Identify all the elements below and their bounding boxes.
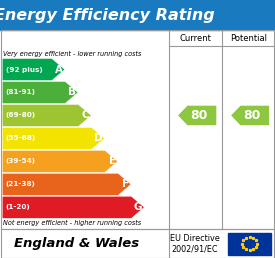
- Text: C: C: [81, 110, 89, 120]
- Text: (21-38): (21-38): [6, 181, 35, 187]
- Polygon shape: [2, 150, 118, 172]
- Text: (69-80): (69-80): [6, 112, 36, 118]
- Text: 80: 80: [243, 109, 261, 122]
- Text: England & Wales: England & Wales: [15, 237, 139, 250]
- Polygon shape: [178, 106, 216, 125]
- Bar: [0, 0, 275, 30]
- Text: (39-54): (39-54): [6, 158, 35, 164]
- Polygon shape: [2, 196, 144, 218]
- Bar: [1, 229, 274, 258]
- Text: Not energy efficient - higher running costs: Not energy efficient - higher running co…: [3, 220, 141, 227]
- Polygon shape: [2, 104, 91, 127]
- Polygon shape: [2, 59, 65, 80]
- Polygon shape: [2, 127, 104, 150]
- Text: D: D: [94, 133, 102, 143]
- Text: 2002/91/EC: 2002/91/EC: [171, 245, 218, 254]
- Text: EU Directive: EU Directive: [170, 234, 219, 243]
- Text: A: A: [55, 64, 63, 75]
- Text: G: G: [134, 202, 142, 212]
- Text: Current: Current: [180, 34, 211, 43]
- Text: (55-68): (55-68): [6, 135, 36, 141]
- Text: Energy Efficiency Rating: Energy Efficiency Rating: [0, 8, 215, 23]
- Text: Potential: Potential: [230, 34, 267, 43]
- Text: (1-20): (1-20): [6, 204, 30, 210]
- Text: F: F: [122, 179, 129, 189]
- Polygon shape: [2, 173, 131, 196]
- Polygon shape: [231, 106, 269, 125]
- Text: Very energy efficient - lower running costs: Very energy efficient - lower running co…: [3, 51, 141, 57]
- Polygon shape: [2, 82, 78, 104]
- Bar: [1, 30, 274, 229]
- Text: (92 plus): (92 plus): [6, 67, 42, 72]
- Text: (81-91): (81-91): [6, 90, 35, 95]
- Text: B: B: [68, 87, 76, 98]
- Text: 80: 80: [190, 109, 208, 122]
- Bar: [228, 232, 271, 255]
- Text: E: E: [109, 156, 116, 166]
